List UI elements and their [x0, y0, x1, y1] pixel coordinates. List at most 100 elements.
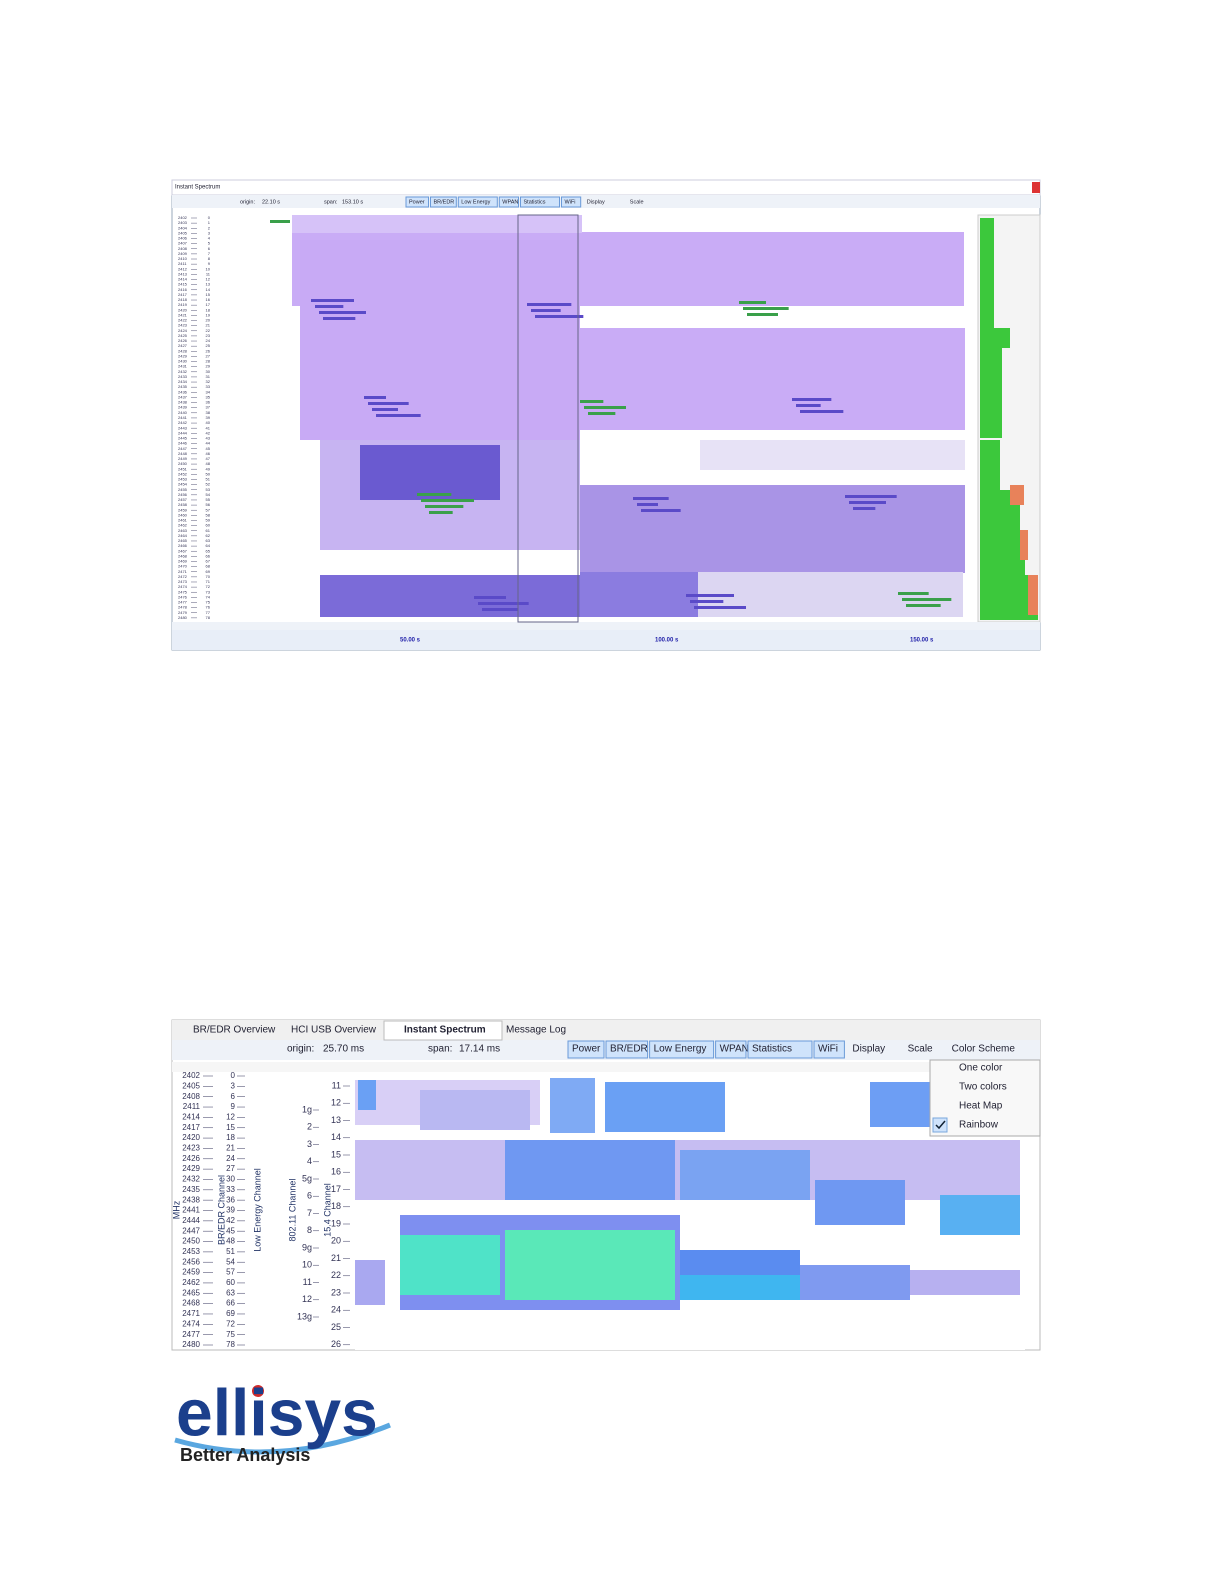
origin-value: 22.10 s	[262, 199, 280, 205]
axis-title: 802.11 Channel	[287, 1179, 297, 1242]
block	[849, 501, 886, 504]
channel-label: 38	[206, 410, 211, 415]
block	[1020, 530, 1028, 560]
toolbar-menu[interactable]: Display	[587, 199, 605, 205]
close-button[interactable]	[1032, 182, 1040, 193]
mhz-label: 2410	[178, 256, 188, 261]
block	[686, 594, 734, 597]
tab-label[interactable]: BR/EDR Overview	[193, 1025, 276, 1036]
toolbar-button[interactable]	[715, 1040, 747, 1059]
menu-item[interactable]: One color	[959, 1063, 1003, 1074]
channel-label: 15	[226, 1123, 235, 1132]
channel-label: 61	[206, 528, 211, 533]
channel-label: 54	[206, 492, 211, 497]
mhz-label: 2423	[178, 323, 188, 328]
channel-label: 30	[226, 1175, 235, 1184]
mhz-label: 2438	[178, 400, 188, 405]
block	[580, 572, 698, 617]
toolbar-button[interactable]	[457, 196, 498, 208]
channel-label: 13	[206, 282, 211, 287]
toolbar-button[interactable]	[567, 1040, 605, 1059]
toolbar-button-label: Statistics	[752, 1044, 792, 1055]
channel-label: 69	[206, 569, 211, 574]
mhz-label: 2470	[178, 564, 188, 569]
mhz-label: 2421	[178, 312, 188, 317]
time-label: 50.00 s	[400, 638, 421, 644]
toolbar-button[interactable]	[605, 1040, 649, 1059]
channel-label: 15	[206, 292, 211, 297]
mhz-label: 2422	[178, 318, 188, 323]
wifi-channel-label: 6	[307, 1191, 312, 1201]
tab-label[interactable]: Message Log	[506, 1025, 566, 1036]
mhz-label: 2411	[178, 261, 187, 266]
tab-label[interactable]: HCI USB Overview	[291, 1025, 377, 1036]
logo-swoosh	[174, 1422, 391, 1455]
toolbar-menu[interactable]: Scale	[908, 1044, 933, 1055]
logo-name: ellisys	[176, 1375, 378, 1449]
toolbar-button[interactable]	[498, 196, 519, 208]
channel-label: 16	[206, 297, 211, 302]
channel-label: 33	[226, 1185, 235, 1194]
channel-label: 52	[206, 482, 211, 487]
block	[315, 305, 344, 308]
mhz-label: 2472	[178, 574, 188, 579]
mhz-label: 2471	[178, 569, 188, 574]
mhz-label: 2411	[183, 1102, 201, 1111]
block	[420, 1090, 530, 1130]
wpan-channel-label: 13	[331, 1115, 341, 1125]
mhz-label: 2432	[178, 369, 188, 374]
toolbar-button[interactable]	[430, 196, 457, 208]
mhz-label: 2426	[178, 338, 188, 343]
mhz-label: 2425	[178, 333, 188, 338]
channel-label: 6	[208, 246, 211, 251]
toolbar-button[interactable]	[649, 1040, 715, 1059]
block	[474, 596, 506, 599]
mhz-label: 2414	[182, 1112, 200, 1121]
channel-label: 53	[206, 487, 211, 492]
channel-label: 78	[226, 1340, 235, 1349]
mhz-label: 2405	[182, 1081, 200, 1090]
mhz-label: 2436	[178, 389, 188, 394]
axis-title: Low Energy Channel	[252, 1168, 262, 1252]
tab-label[interactable]: Instant Spectrum	[404, 1025, 486, 1036]
block	[800, 410, 844, 413]
mhz-label: 2478	[178, 605, 188, 610]
mhz-label: 2469	[178, 559, 188, 564]
mhz-label: 2437	[178, 394, 188, 399]
wpan-channel-label: 23	[331, 1287, 341, 1297]
toolbar-button[interactable]	[561, 196, 582, 208]
toolbar-menu[interactable]: Display	[852, 1044, 885, 1055]
channel-label: 60	[226, 1278, 235, 1287]
mhz-label: 2449	[178, 456, 188, 461]
toolbar-menu[interactable]: Color Scheme	[952, 1044, 1016, 1055]
menu-item[interactable]: Heat Map	[959, 1101, 1003, 1112]
mhz-label: 2477	[178, 600, 188, 605]
wifi-channel-label: 10	[302, 1260, 312, 1270]
wifi-channel-label: 11	[303, 1277, 312, 1287]
logo-tagline: Better Analysis	[180, 1445, 310, 1465]
block	[429, 511, 453, 514]
toolbar-menu[interactable]: Scale	[630, 199, 644, 205]
channel-label: 6	[231, 1092, 236, 1101]
menu-item[interactable]: Two colors	[959, 1082, 1007, 1093]
mhz-label: 2476	[178, 594, 188, 599]
toolbar-button[interactable]	[520, 196, 560, 208]
mhz-label: 2454	[178, 482, 188, 487]
axis-title: MHz	[171, 1200, 181, 1219]
block	[311, 299, 354, 302]
toolbar-button[interactable]	[405, 196, 429, 208]
channel-label: 66	[226, 1299, 235, 1308]
block	[633, 497, 669, 500]
mhz-label: 2461	[178, 518, 188, 523]
wifi-channel-label: 12	[302, 1294, 312, 1304]
channel-label: 24	[206, 338, 211, 343]
toolbar-button-label: Low Energy	[461, 199, 490, 205]
mhz-label: 2451	[178, 466, 188, 471]
span-value: 17.14 ms	[459, 1044, 500, 1055]
toolbar-button[interactable]	[813, 1040, 845, 1059]
channel-label: 56	[206, 502, 211, 507]
menu-item[interactable]: Rainbow	[959, 1120, 999, 1131]
toolbar-button[interactable]	[747, 1040, 813, 1059]
mhz-label: 2466	[178, 543, 188, 548]
